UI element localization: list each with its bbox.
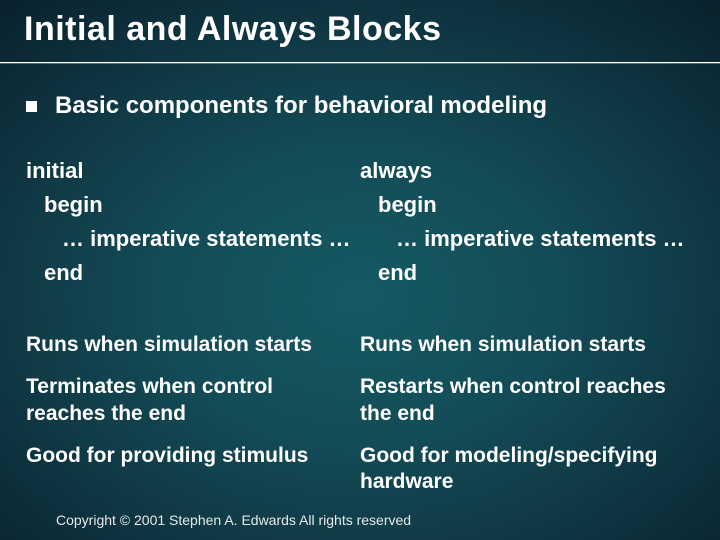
code-line: … imperative statements … [26, 222, 360, 256]
code-line: initial [26, 154, 360, 188]
description-column-always: Runs when simulation starts Restarts whe… [360, 332, 694, 511]
code-line: begin [26, 188, 360, 222]
slide-title: Initial and Always Blocks [24, 10, 441, 49]
description-column-initial: Runs when simulation starts Terminates w… [26, 332, 360, 511]
code-line: always [360, 154, 694, 188]
bullet-text: Basic components for behavioral modeling [55, 92, 547, 120]
code-line: end [360, 256, 694, 290]
title-underline [0, 62, 720, 64]
description-line: Good for modeling/specifying hardware [360, 443, 680, 496]
description-line: Terminates when control reaches the end [26, 374, 346, 427]
code-columns: initial begin … imperative statements … … [26, 154, 694, 290]
code-line: begin [360, 188, 694, 222]
description-line: Restarts when control reaches the end [360, 374, 680, 427]
bullet-row: Basic components for behavioral modeling [26, 92, 694, 120]
bullet-square-icon [26, 101, 37, 112]
code-line: end [26, 256, 360, 290]
description-line: Runs when simulation starts [26, 332, 346, 358]
code-column-initial: initial begin … imperative statements … … [26, 154, 360, 290]
description-line: Good for providing stimulus [26, 443, 346, 469]
copyright-footer: Copyright © 2001 Stephen A. Edwards All … [56, 512, 411, 528]
code-line: … imperative statements … [360, 222, 694, 256]
description-line: Runs when simulation starts [360, 332, 680, 358]
code-column-always: always begin … imperative statements … e… [360, 154, 694, 290]
description-columns: Runs when simulation starts Terminates w… [26, 332, 694, 511]
